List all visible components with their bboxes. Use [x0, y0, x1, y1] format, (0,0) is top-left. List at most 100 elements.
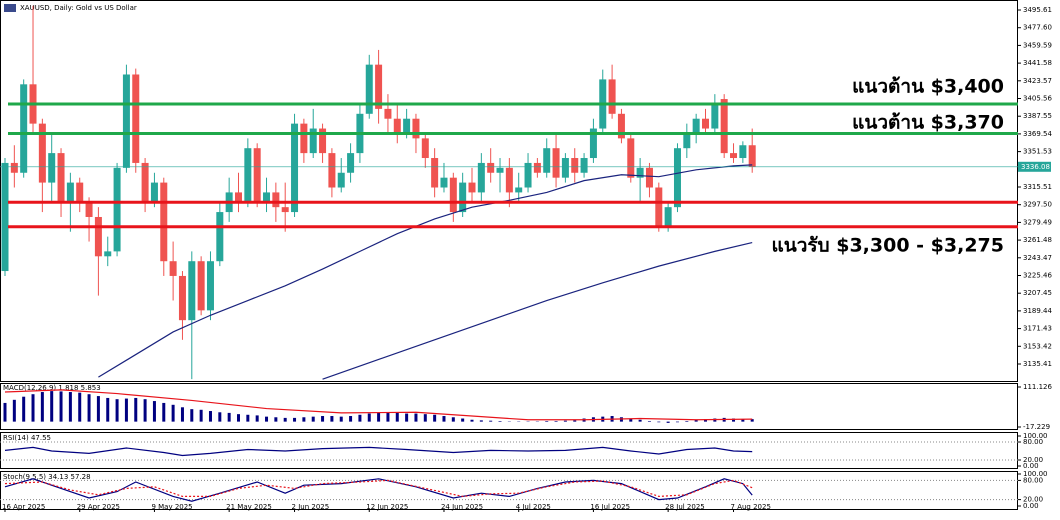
annotation: แนวต้าน $3,370 — [852, 112, 1004, 134]
y-tick-label: 3459.59 — [1023, 41, 1052, 49]
symbol-icon — [4, 4, 16, 12]
x-tick-label: 4 Jul 2025 — [516, 503, 551, 511]
macd-bar — [190, 409, 193, 421]
stoch-label: Stoch(9,5,5) 34.13 57.28 — [3, 473, 91, 481]
candle-body — [655, 188, 662, 227]
candle-body — [188, 261, 195, 320]
macd-bar — [405, 414, 408, 422]
candle-body — [347, 153, 354, 173]
macd-bar — [685, 421, 688, 422]
macd-bar — [293, 418, 296, 422]
macd-bar — [60, 391, 63, 421]
macd-bar — [88, 394, 91, 421]
candle-body — [282, 207, 289, 212]
annotation: แนวรับ $3,300 - $3,275 — [771, 235, 1004, 257]
candle-body — [412, 119, 419, 139]
candle-body — [151, 183, 158, 203]
candle-body — [104, 251, 111, 256]
macd-bar — [471, 420, 474, 422]
y-tick-label: 111.126 — [1023, 383, 1052, 391]
macd-bar — [349, 416, 352, 422]
annotation: แนวต้าน $3,400 — [852, 76, 1004, 98]
candle-body — [170, 261, 177, 276]
candle-body — [403, 119, 410, 134]
macd-bar — [218, 412, 221, 421]
macd-bar — [340, 417, 343, 422]
macd-bar — [667, 422, 670, 423]
candle-body — [721, 99, 728, 153]
macd-bar — [22, 397, 25, 422]
candle-body — [123, 74, 130, 167]
candle-body — [366, 65, 373, 114]
x-tick-label: 16 Apr 2025 — [2, 503, 45, 511]
macd-bar — [657, 422, 660, 423]
macd-bar — [648, 421, 651, 422]
y-tick-label: 0.00 — [1023, 502, 1039, 510]
candle-body — [646, 168, 653, 188]
macd-bar — [13, 400, 16, 422]
y-tick-label: 3495.61 — [1023, 6, 1052, 14]
y-tick-label: 3405.56 — [1023, 95, 1052, 103]
candle-body — [730, 153, 737, 158]
macd-bar — [564, 421, 567, 422]
x-tick-label: 7 Aug 2025 — [731, 503, 771, 511]
macd-bar — [106, 398, 109, 422]
macd-bar — [125, 399, 128, 422]
x-tick-label: 12 Jun 2025 — [366, 503, 408, 511]
macd-bar — [4, 403, 7, 422]
candle-body — [749, 145, 756, 167]
x-tick-label: 16 Jul 2025 — [590, 503, 630, 511]
y-tick-label: 3279.49 — [1023, 218, 1052, 226]
x-tick-label: 21 May 2025 — [226, 503, 272, 511]
macd-bar — [256, 415, 259, 421]
macd-bar — [50, 391, 53, 422]
candle-body — [683, 133, 690, 148]
candle-body — [422, 138, 429, 158]
candle-body — [459, 183, 466, 212]
candle-body — [431, 158, 438, 187]
y-tick-label: 80.00 — [1023, 476, 1043, 484]
macd-bar — [461, 419, 464, 422]
candle-body — [506, 168, 513, 193]
candle-body — [581, 158, 588, 173]
candle-body — [665, 207, 672, 227]
candle-body — [291, 124, 298, 212]
macd-bar — [97, 396, 100, 422]
y-tick-label: 3477.60 — [1023, 24, 1052, 32]
macd-bar — [302, 417, 305, 421]
macd-bar — [499, 421, 502, 422]
candle-body — [207, 261, 214, 310]
candle-body — [76, 183, 83, 203]
candle-body — [328, 153, 335, 187]
candle-body — [497, 168, 504, 173]
candle-body — [450, 178, 457, 212]
macd-bar — [228, 413, 231, 422]
y-tick-label: 0.00 — [1023, 462, 1039, 470]
candle-body — [142, 163, 149, 202]
macd-bar — [69, 392, 72, 422]
y-tick-label: 3351.53 — [1023, 148, 1052, 156]
y-tick-label: 3225.46 — [1023, 271, 1052, 279]
macd-bar — [78, 393, 81, 422]
candle-body — [244, 148, 251, 202]
last-price-label: 3336.08 — [1021, 163, 1050, 171]
candle-body — [375, 65, 382, 109]
macd-bar — [555, 421, 558, 422]
candle-body — [553, 148, 560, 177]
macd-bar — [424, 414, 427, 421]
candle-body — [693, 119, 700, 134]
candle-body — [216, 212, 223, 261]
y-tick-label: 3315.51 — [1023, 183, 1052, 191]
candle-body — [571, 158, 578, 173]
macd-bar — [433, 415, 436, 422]
candle-body — [609, 79, 616, 113]
macd-bar — [41, 392, 44, 422]
x-tick-label: 2 Jun 2025 — [292, 503, 330, 511]
candle-body — [114, 168, 121, 252]
moving-average — [323, 243, 753, 380]
candle-body — [394, 119, 401, 134]
macd-bar — [312, 417, 315, 422]
candle-body — [440, 178, 447, 188]
rsi-line — [5, 447, 752, 455]
y-tick-label: 80.00 — [1023, 438, 1043, 446]
